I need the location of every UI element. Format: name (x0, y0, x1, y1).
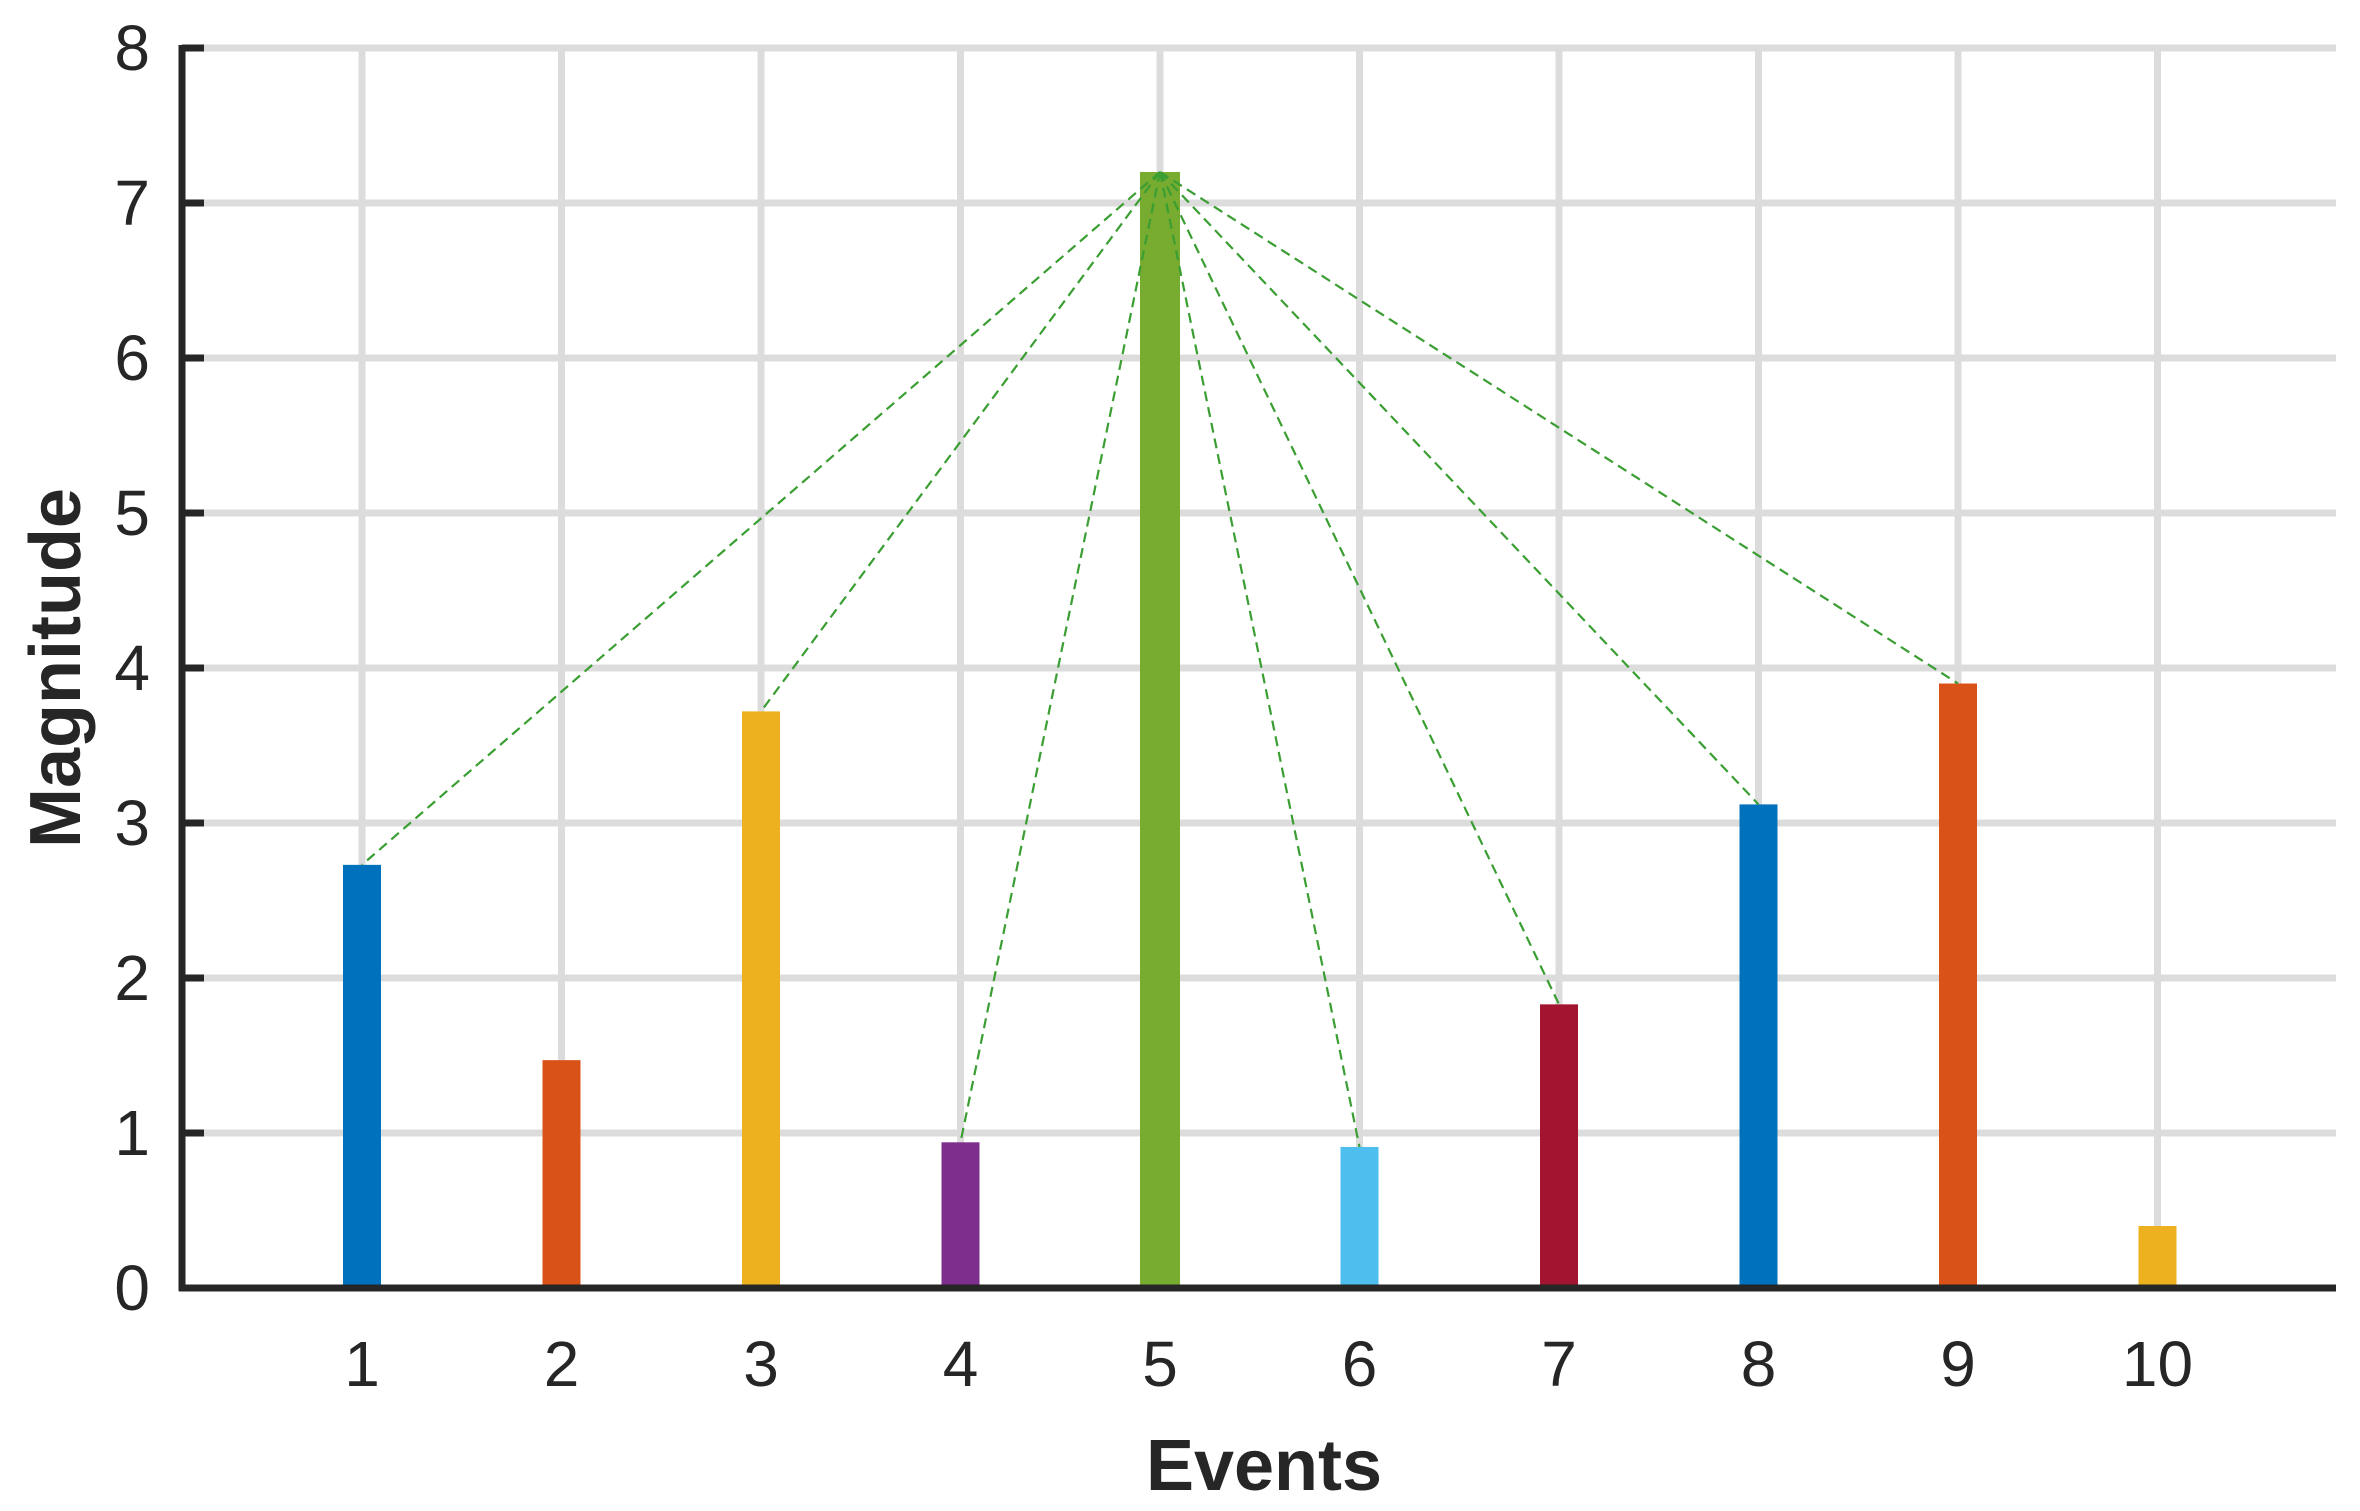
y-tick-label: 4 (114, 632, 150, 704)
bar-2 (542, 1060, 581, 1288)
y-axis-title: Magnitude (16, 488, 96, 848)
x-tick-label: 5 (1142, 1328, 1178, 1400)
x-tick-label: 10 (2122, 1328, 2193, 1400)
bar-8 (1739, 804, 1778, 1288)
bar-3 (742, 711, 780, 1288)
x-tick-label: 7 (1541, 1328, 1577, 1400)
bar-4 (941, 1142, 980, 1288)
x-tick-label: 6 (1342, 1328, 1378, 1400)
bar-7 (1540, 1004, 1578, 1288)
y-tick-label: 8 (114, 12, 150, 84)
y-tick-label: 1 (114, 1097, 150, 1169)
y-tick-label: 5 (114, 477, 150, 549)
x-tick-label: 4 (943, 1328, 979, 1400)
connector-line-8 (1159, 171, 1760, 806)
connector-line-1 (361, 171, 1161, 866)
bar-5 (1140, 172, 1180, 1288)
x-tick-label: 8 (1741, 1328, 1777, 1400)
connector-line-4 (959, 171, 1162, 1143)
y-tick-label: 0 (114, 1252, 150, 1324)
connector-line-9 (1159, 171, 1959, 685)
connectors (361, 171, 1959, 1148)
x-tick-label: 3 (743, 1328, 779, 1400)
x-axis-title: Events (1146, 1426, 1382, 1506)
y-tick-label: 2 (114, 942, 150, 1014)
y-tick-label: 7 (114, 167, 150, 239)
x-tick-label: 1 (344, 1328, 380, 1400)
bars (343, 172, 2177, 1288)
bar-9 (1939, 683, 1977, 1288)
bar-6 (1340, 1146, 1379, 1288)
connector-line-6 (1158, 171, 1361, 1148)
bar-10 (2138, 1226, 2177, 1288)
connector-line-7 (1159, 171, 1560, 1005)
x-tick-label: 2 (544, 1328, 580, 1400)
grid (182, 44, 2336, 1292)
axes (178, 44, 2336, 1292)
y-tick-label: 3 (114, 787, 150, 859)
x-tick-label: 9 (1940, 1328, 1976, 1400)
y-tick-label: 6 (114, 322, 150, 394)
bar-1 (343, 864, 381, 1288)
tick-labels: 0 1 2 3 4 5 6 7 8 1 2 3 4 5 6 7 8 9 10 (114, 12, 2193, 1400)
